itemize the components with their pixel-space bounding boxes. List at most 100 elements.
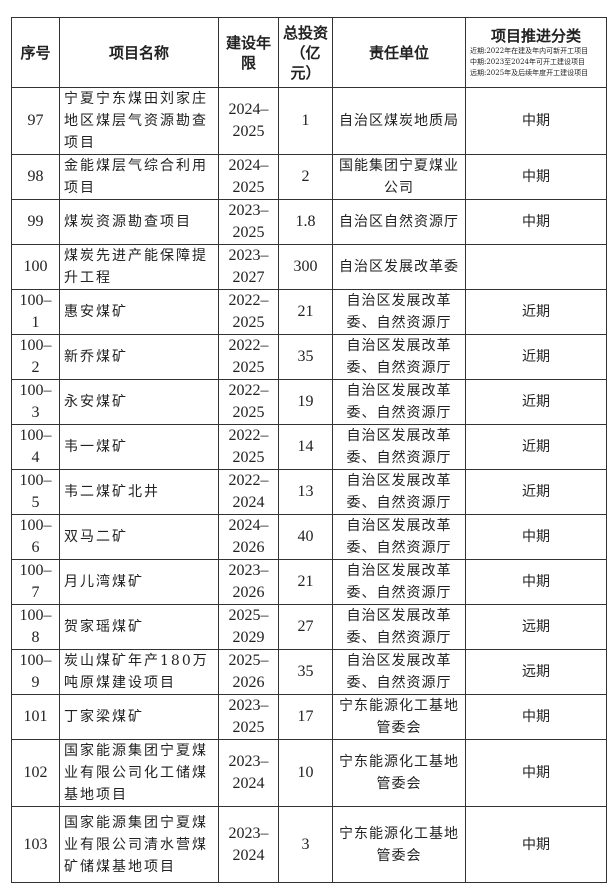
cell-name: 惠安煤矿 [59,289,219,335]
cell-investment: 21 [278,559,333,605]
cell-name: 永安煤矿 [59,379,219,425]
cell-unit: 自治区发展改革委、自然资源厅 [332,424,466,470]
cell-category: 中期 [465,514,607,560]
cell-period: 2023–2027 [218,244,279,290]
cell-period: 2023–2024 [218,806,279,883]
cell-category: 中期 [465,694,607,740]
cell-category: 中期 [465,806,607,883]
cell-category: 远期 [465,649,607,695]
cell-unit: 自治区发展改革委、自然资源厅 [332,469,466,515]
cell-unit: 自治区发展改革委、自然资源厅 [332,514,466,560]
cell-period: 2024–2025 [218,154,279,200]
table-row: 100–1 惠安煤矿 2022–2025 21 自治区发展改革委、自然资源厅 近期 [11,289,607,335]
cell-name: 韦一煤矿 [59,424,219,470]
cell-no: 100–2 [11,334,60,380]
cell-period: 2022–2025 [218,424,279,470]
cell-period: 2023–2025 [218,694,279,740]
cell-investment: 17 [278,694,333,740]
cell-name: 双马二矿 [59,514,219,560]
cell-name: 贺家瑶煤矿 [59,604,219,650]
cell-category: 近期 [465,379,607,425]
header-name: 项目名称 [59,17,219,88]
cell-no: 100–4 [11,424,60,470]
table-row: 100–5 韦二煤矿北井 2022–2024 13 自治区发展改革委、自然资源厅 近期 [11,469,607,515]
table-row: 100–4 韦一煤矿 2022–2025 14 自治区发展改革委、自然资源厅 近期 [11,424,607,470]
cell-no: 100–1 [11,289,60,335]
cell-period: 2022–2025 [218,379,279,425]
cell-investment: 300 [278,244,333,290]
table-row: 98 金能煤层气综合利用项目 2024–2025 2 国能集团宁夏煤业公司 中期 [11,154,607,200]
table-row: 100–8 贺家瑶煤矿 2025–2029 27 自治区发展改革委、自然资源厅 远期 [11,604,607,650]
cell-no: 100–6 [11,514,60,560]
cell-period: 2023–2024 [218,739,279,807]
cell-investment: 1 [278,87,333,155]
table-row: 99 煤炭资源勘查项目 2023–2025 1.8 自治区自然资源厅 中期 [11,199,607,245]
table-row: 102 国家能源集团宁夏煤业有限公司化工储煤基地项目 2023–2024 10 宁东能源… [11,739,607,807]
table-row: 101 丁家梁煤矿 2023–2025 17 宁东能源化工基地管委会 中期 [11,694,607,740]
cell-name: 金能煤层气综合利用项目 [59,154,219,200]
cell-no: 100–8 [11,604,60,650]
header-period: 建设年限 [218,17,279,88]
category-note-near: 近期:2022年在建及年内可新开工项目 [470,47,589,55]
cell-name: 国家能源集团宁夏煤业有限公司清水营煤矿储煤基地项目 [59,806,219,883]
cell-investment: 3 [278,806,333,883]
cell-unit: 宁东能源化工基地管委会 [332,806,466,883]
cell-period: 2024–2026 [218,514,279,560]
cell-unit: 宁东能源化工基地管委会 [332,694,466,740]
project-table: 序号 项目名称 建设年限 总投资（亿元） 责任单位 项目推进分类 近期:2022… [11,17,607,883]
cell-category: 近期 [465,469,607,515]
cell-unit: 自治区发展改革委、自然资源厅 [332,379,466,425]
cell-investment: 2 [278,154,333,200]
cell-no: 97 [11,87,60,155]
table-row: 100–6 双马二矿 2024–2026 40 自治区发展改革委、自然资源厅 中期 [11,514,607,560]
header-no: 序号 [11,17,60,88]
table-row: 100–3 永安煤矿 2022–2025 19 自治区发展改革委、自然资源厅 近期 [11,379,607,425]
cell-unit: 宁东能源化工基地管委会 [332,739,466,807]
cell-no: 100–9 [11,649,60,695]
cell-category: 近期 [465,289,607,335]
cell-no: 98 [11,154,60,200]
cell-no: 100–3 [11,379,60,425]
cell-no: 100 [11,244,60,290]
cell-name: 煤炭资源勘查项目 [59,199,219,245]
cell-name: 月儿湾煤矿 [59,559,219,605]
cell-investment: 35 [278,334,333,380]
cell-investment: 27 [278,604,333,650]
cell-name: 新乔煤矿 [59,334,219,380]
cell-investment: 40 [278,514,333,560]
cell-period: 2023–2026 [218,559,279,605]
cell-period: 2022–2024 [218,469,279,515]
cell-period: 2023–2025 [218,199,279,245]
category-title: 项目推进分类 [490,27,581,45]
cell-unit: 自治区煤炭地质局 [332,87,466,155]
table-row: 97 宁夏宁东煤田刘家庄地区煤层气资源勘查项目 2024–2025 1 自治区煤炭地质局… [11,87,607,155]
cell-investment: 14 [278,424,333,470]
cell-name: 宁夏宁东煤田刘家庄地区煤层气资源勘查项目 [59,87,219,155]
cell-name: 炭山煤矿年产180万吨原煤建设项目 [59,649,219,695]
cell-unit: 自治区发展改革委、自然资源厅 [332,334,466,380]
cell-period: 2025–2029 [218,604,279,650]
cell-category: 中期 [465,154,607,200]
table-row: 103 国家能源集团宁夏煤业有限公司清水营煤矿储煤基地项目 2023–2024 3 宁东… [11,806,607,883]
cell-unit: 国能集团宁夏煤业公司 [332,154,466,200]
cell-no: 99 [11,199,60,245]
cell-no: 102 [11,739,60,807]
cell-category: 中期 [465,559,607,605]
cell-category: 中期 [465,739,607,807]
table-row: 100–9 炭山煤矿年产180万吨原煤建设项目 2025–2026 35 自治区发展改革… [11,649,607,695]
cell-unit: 自治区发展改革委、自然资源厅 [332,289,466,335]
category-note-far: 远期:2025年及后续年度开工建设项目 [470,69,589,77]
cell-no: 100–5 [11,469,60,515]
header-unit: 责任单位 [332,17,466,88]
table-row: 100–7 月儿湾煤矿 2023–2026 21 自治区发展改革委、自然资源厅 中期 [11,559,607,605]
cell-investment: 1.8 [278,199,333,245]
header-category: 项目推进分类 近期:2022年在建及年内可新开工项目 中期:2023至2024年… [465,17,607,88]
cell-category: 近期 [465,334,607,380]
cell-no: 100–7 [11,559,60,605]
table-row: 100 煤炭先进产能保障提升工程 2023–2027 300 自治区发展改革委 [11,244,607,290]
cell-period: 2022–2025 [218,289,279,335]
cell-investment: 10 [278,739,333,807]
header-investment: 总投资（亿元） [278,17,333,88]
cell-category [465,244,607,290]
table-row: 100–2 新乔煤矿 2022–2025 35 自治区发展改革委、自然资源厅 近期 [11,334,607,380]
